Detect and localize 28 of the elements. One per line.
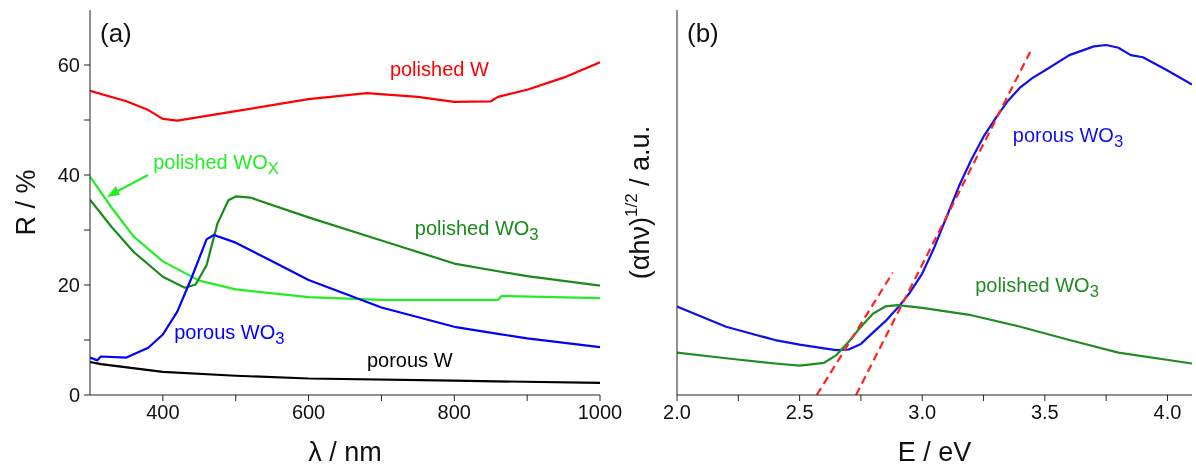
series-label: polished WO$_{3}$ bbox=[414, 215, 539, 246]
y-tick-label: 40 bbox=[57, 164, 80, 187]
x-tick-label: 2.0 bbox=[663, 401, 691, 424]
x-tick-label: 400 bbox=[146, 401, 180, 424]
series-label: polished WO$_{3}$ bbox=[975, 272, 1099, 303]
x-tick-label: 3.0 bbox=[908, 401, 937, 424]
line-series bbox=[90, 61, 600, 122]
line-series bbox=[90, 175, 600, 301]
y-tick-label: 0 bbox=[68, 384, 80, 407]
x-tick-label: 2.5 bbox=[785, 401, 814, 424]
y-tick-label: 60 bbox=[57, 54, 80, 77]
series-label: porous W bbox=[366, 347, 453, 372]
text: polished WO$_{X}$ bbox=[153, 149, 279, 180]
x-tick-label: 600 bbox=[291, 401, 326, 424]
line-series bbox=[90, 195, 600, 289]
y-axis-title: R / % bbox=[11, 169, 42, 236]
x-tick-label: 3.5 bbox=[1030, 401, 1059, 424]
x-tick-label: 4.0 bbox=[1153, 401, 1182, 424]
chart-title: (b) bbox=[687, 18, 719, 49]
chart-title: (a) bbox=[100, 18, 132, 49]
x-tick-label: 800 bbox=[437, 401, 471, 424]
series-label: porous WO$_{3}$ bbox=[1012, 122, 1124, 153]
series-label: polished W bbox=[389, 56, 489, 81]
y-tick-label: 20 bbox=[57, 274, 80, 297]
series-label: porous WO$_{3}$ bbox=[174, 319, 285, 350]
x-axis-title: λ / nm bbox=[308, 437, 382, 467]
x-axis-title: E / eV bbox=[897, 437, 972, 467]
x-tick-label: 1000 bbox=[577, 401, 623, 424]
